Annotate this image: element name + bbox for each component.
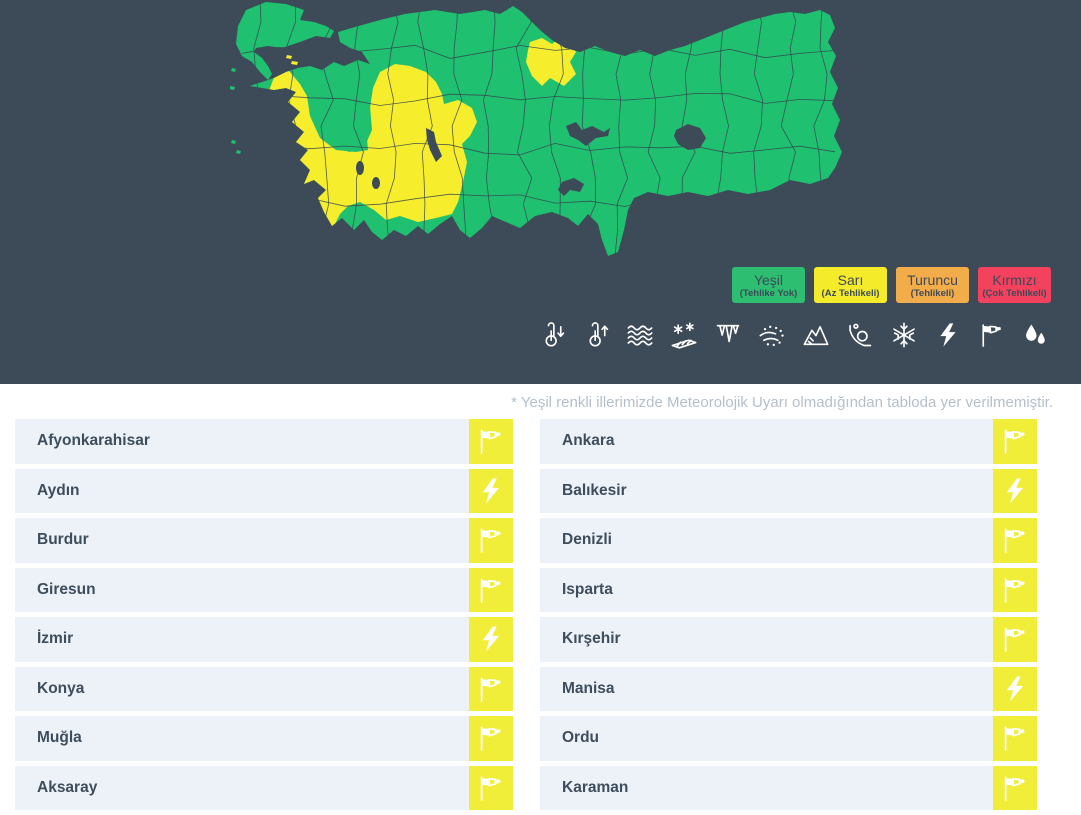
table-row[interactable]: Aksaray [15, 765, 513, 810]
legend-label: Sarı [837, 271, 864, 288]
table-row[interactable]: Balıkesir [540, 468, 1037, 513]
province-name: Kırşehir [562, 630, 621, 648]
thunderstorm-warning-icon [992, 468, 1037, 513]
province-name: Isparta [562, 580, 613, 598]
legend-sublabel: (Tehlike Yok) [739, 287, 798, 299]
province-name: Aksaray [37, 778, 98, 796]
islands [230, 55, 298, 154]
warning-table-right-column: Ankara Balıkesir Denizli Isparta Kırşehi… [540, 419, 1037, 815]
wind-icon [978, 321, 1006, 349]
wind-warning-icon [992, 419, 1037, 464]
blowing-snow-icon [758, 321, 786, 349]
turkey-warning-map[interactable] [230, 0, 850, 265]
thrace-landmass [236, 2, 334, 80]
wind-warning-icon [992, 567, 1037, 612]
high-temperature-icon [582, 321, 610, 349]
table-row[interactable]: Kırşehir [540, 617, 1037, 662]
table-row[interactable]: Burdur [15, 518, 513, 563]
table-row[interactable]: Ordu [540, 716, 1037, 761]
table-row[interactable]: Afyonkarahisar [15, 419, 513, 464]
province-name: Aydın [37, 481, 80, 499]
thunderstorm-warning-icon [468, 468, 513, 513]
wind-warning-icon [992, 518, 1037, 563]
legend-label: Kırmızı [992, 271, 1037, 288]
province-name: Giresun [37, 580, 96, 598]
legend-sublabel: (Az Tehlikeli) [821, 287, 880, 299]
thunderstorm-icon [934, 321, 962, 349]
legend-item: Sarı (Az Tehlikeli) [814, 267, 887, 303]
wind-warning-icon [468, 666, 513, 711]
wind-warning-icon [468, 765, 513, 810]
table-row[interactable]: Aydın [15, 468, 513, 513]
heavy-rain-icon [1022, 321, 1050, 349]
wind-warning-icon [992, 765, 1037, 810]
province-name: Karaman [562, 778, 629, 796]
legend-label: Turuncu [907, 271, 958, 288]
table-row[interactable]: Konya [15, 666, 513, 711]
province-name: Muğla [37, 729, 82, 747]
table-row[interactable]: Denizli [540, 518, 1037, 563]
thunderstorm-warning-icon [992, 666, 1037, 711]
province-name: İzmir [37, 630, 74, 648]
icing-icon [714, 321, 742, 349]
wind-warning-icon [468, 518, 513, 563]
wind-warning-icon [468, 716, 513, 761]
table-row[interactable]: Muğla [15, 716, 513, 761]
map-note: * Yeşil renkli illerimizde Meteorolojik … [511, 394, 1053, 411]
province-name: Manisa [562, 679, 615, 697]
table-row[interactable]: Isparta [540, 567, 1037, 612]
rough-sea-icon [626, 321, 654, 349]
province-name: Konya [37, 679, 85, 697]
low-temperature-icon [538, 321, 566, 349]
table-row[interactable]: Manisa [540, 666, 1037, 711]
wind-warning-icon [468, 419, 513, 464]
legend-item: Yeşil (Tehlike Yok) [732, 267, 805, 303]
province-name: Burdur [37, 531, 89, 549]
avalanche-icon [802, 321, 830, 349]
wind-warning-icon [992, 617, 1037, 662]
wind-warning-icon [992, 716, 1037, 761]
table-row[interactable]: İzmir [15, 617, 513, 662]
table-row[interactable]: Ankara [540, 419, 1037, 464]
lakes [356, 122, 706, 196]
province-name: Denizli [562, 531, 612, 549]
table-row[interactable]: Giresun [15, 567, 513, 612]
legend-item: Turuncu (Tehlikeli) [896, 267, 969, 303]
thunderstorm-warning-icon [468, 617, 513, 662]
legend-sublabel: (Tehlikeli) [910, 287, 955, 299]
legend-item: Kırmızı (Çok Tehlikeli) [978, 267, 1051, 303]
wind-warning-icon [468, 567, 513, 612]
table-row[interactable]: Karaman [540, 765, 1037, 810]
legend-label: Yeşil [753, 271, 784, 288]
province-name: Afyonkarahisar [37, 432, 150, 450]
province-name: Ordu [562, 729, 600, 747]
warning-table-left-column: Afyonkarahisar Aydın Burdur Giresun İzmi… [15, 419, 513, 815]
legend-sublabel: (Çok Tehlikeli) [982, 287, 1047, 299]
landslide-icon [846, 321, 874, 349]
province-name: Balıkesir [562, 481, 627, 499]
map-legend: Yeşil (Tehlike Yok) Sarı (Az Tehlikeli) … [732, 267, 1051, 303]
snow-icon [890, 321, 918, 349]
warning-type-icons [538, 321, 1050, 349]
warning-map-panel: Yeşil (Tehlike Yok) Sarı (Az Tehlikeli) … [0, 0, 1081, 384]
agricultural-frost-icon [670, 321, 698, 349]
province-name: Ankara [562, 432, 615, 450]
